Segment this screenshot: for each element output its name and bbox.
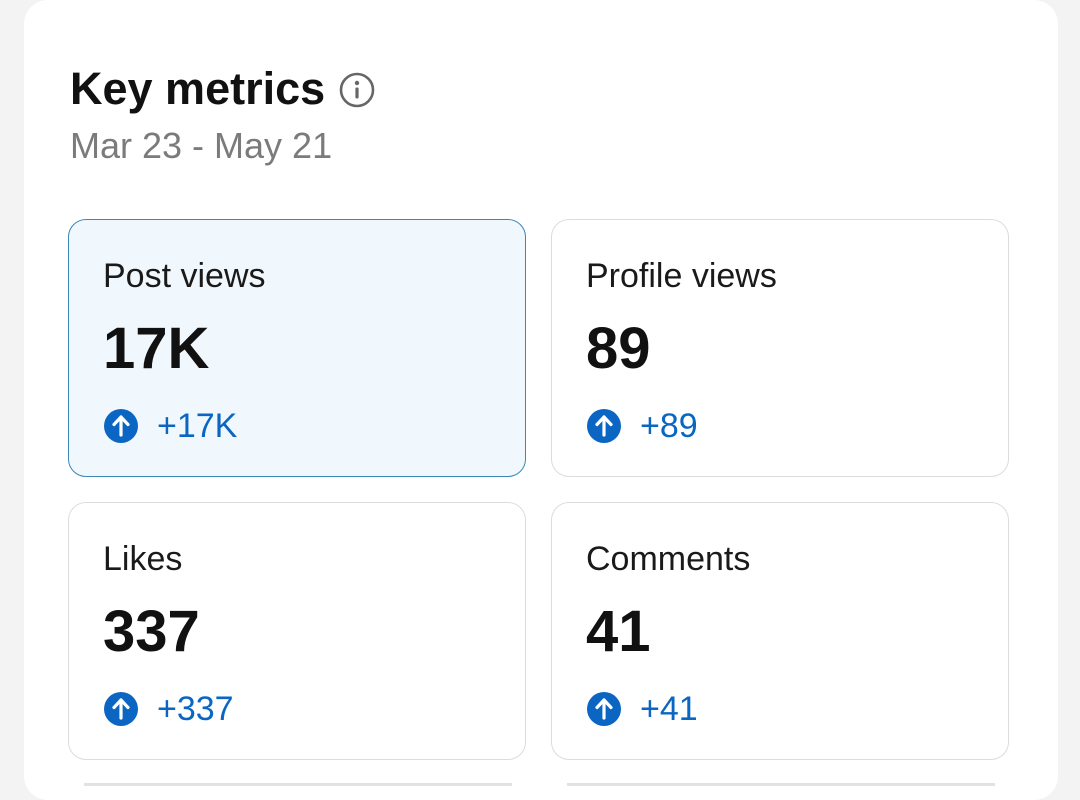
key-metrics-panel: Key metrics Mar 23 - May 21 Post views 1… — [24, 0, 1058, 800]
next-card-edge — [567, 783, 995, 786]
metric-card-post-views[interactable]: Post views 17K +17K — [68, 219, 526, 477]
metric-change-text: +41 — [640, 690, 698, 728]
metric-card-likes[interactable]: Likes 337 +337 — [68, 502, 526, 760]
metric-label: Likes — [103, 540, 183, 578]
date-range: Mar 23 - May 21 — [70, 125, 333, 166]
metric-change: +41 — [586, 689, 698, 729]
metric-change-text: +17K — [157, 407, 238, 445]
metric-change: +337 — [103, 689, 234, 729]
metric-value: 41 — [586, 599, 651, 664]
metric-change-text: +89 — [640, 407, 698, 445]
metric-value: 89 — [586, 316, 651, 381]
metric-change-text: +337 — [157, 690, 234, 728]
key-metrics-header: Key metrics — [70, 62, 375, 116]
metric-label: Post views — [103, 257, 266, 295]
arrow-up-circle-icon — [587, 692, 621, 726]
metric-card-profile-views[interactable]: Profile views 89 +89 — [551, 219, 1009, 477]
arrow-up-circle-icon — [104, 692, 138, 726]
metric-value: 17K — [103, 316, 210, 381]
metric-label: Comments — [586, 540, 751, 578]
info-circle-icon[interactable] — [339, 72, 375, 108]
arrow-up-circle-icon — [587, 409, 621, 443]
metric-label: Profile views — [586, 257, 777, 295]
section-title: Key metrics — [70, 63, 326, 114]
next-card-edge — [84, 783, 512, 786]
arrow-up-circle-icon — [104, 409, 138, 443]
metric-value: 337 — [103, 599, 200, 664]
metric-card-comments[interactable]: Comments 41 +41 — [551, 502, 1009, 760]
metric-change: +17K — [103, 406, 237, 446]
metric-change: +89 — [586, 406, 698, 446]
